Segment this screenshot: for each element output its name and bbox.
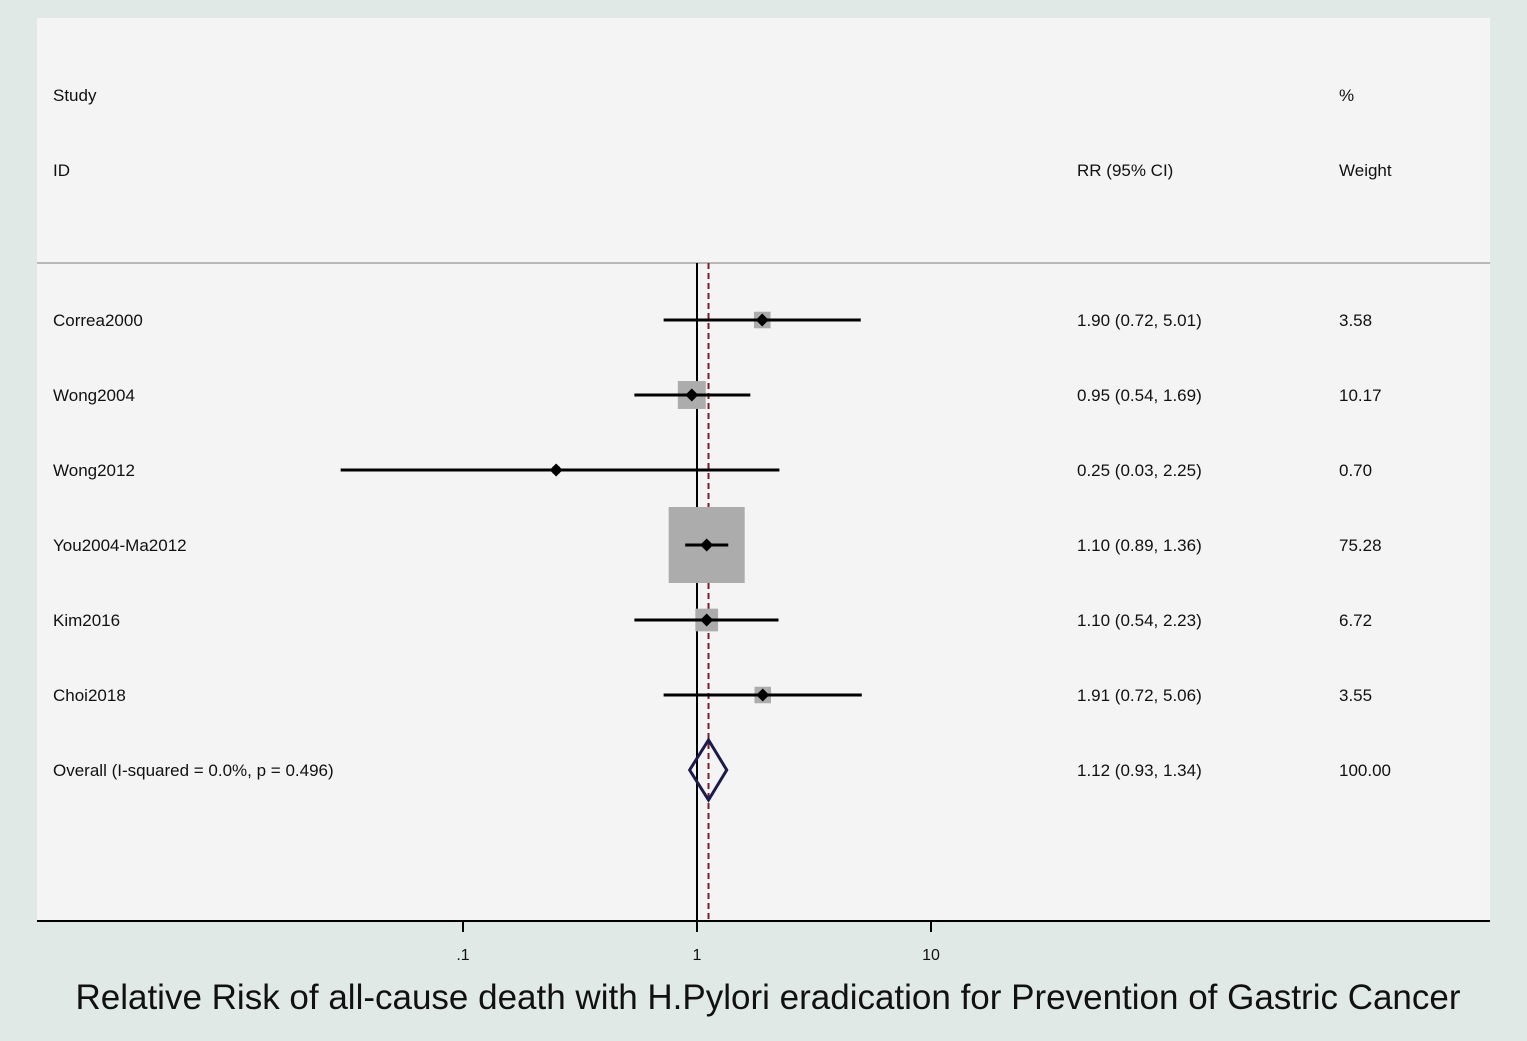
x-tick-label: 10 — [922, 947, 940, 964]
study-name: Wong2012 — [53, 461, 135, 480]
x-tick-label: 1 — [693, 947, 702, 964]
overall-rr-ci: 1.12 (0.93, 1.34) — [1077, 761, 1202, 780]
header-study: Study — [53, 86, 97, 105]
study-rr-ci: 1.91 (0.72, 5.06) — [1077, 686, 1202, 705]
study-rr-ci: 1.10 (0.54, 2.23) — [1077, 611, 1202, 630]
study-name: Kim2016 — [53, 611, 120, 630]
point-estimate-marker — [756, 688, 770, 702]
x-tick-label: .1 — [456, 947, 469, 964]
study-name: Choi2018 — [53, 686, 126, 705]
study-weight: 0.70 — [1339, 461, 1372, 480]
figure-caption: Relative Risk of all-cause death with H.… — [75, 978, 1460, 1017]
study-rr-ci: 0.95 (0.54, 1.69) — [1077, 386, 1202, 405]
x-axis-ticks: .1 1 10 — [456, 921, 940, 964]
study-rows: Correa2000 1.90 (0.72, 5.01) 3.58 Wong2004 0… — [53, 311, 1391, 780]
study-rr-ci: 1.10 (0.89, 1.36) — [1077, 536, 1202, 555]
point-estimate-marker — [700, 613, 714, 627]
study-weight: 75.28 — [1339, 536, 1382, 555]
overall-diamond — [687, 737, 729, 803]
overall-label: Overall (I-squared = 0.0%, p = 0.496) — [53, 761, 334, 780]
point-estimate-marker — [700, 538, 714, 552]
header-rr-ci: RR (95% CI) — [1077, 161, 1173, 180]
study-rr-ci: 0.25 (0.03, 2.25) — [1077, 461, 1202, 480]
plot-marks — [340, 263, 862, 921]
header-id: ID — [53, 161, 70, 180]
study-weight: 3.58 — [1339, 311, 1372, 330]
header-weight: Weight — [1339, 161, 1392, 180]
header-percent: % — [1339, 86, 1354, 105]
study-weight: 10.17 — [1339, 386, 1382, 405]
study-weight: 6.72 — [1339, 611, 1372, 630]
overall-weight: 100.00 — [1339, 761, 1391, 780]
point-estimate-marker — [685, 388, 699, 402]
point-estimate-marker — [549, 463, 563, 477]
study-name: Wong2004 — [53, 386, 135, 405]
study-name: You2004-Ma2012 — [53, 536, 187, 555]
study-weight: 3.55 — [1339, 686, 1372, 705]
study-name: Correa2000 — [53, 311, 143, 330]
point-estimate-marker — [755, 313, 769, 327]
study-rr-ci: 1.90 (0.72, 5.01) — [1077, 311, 1202, 330]
